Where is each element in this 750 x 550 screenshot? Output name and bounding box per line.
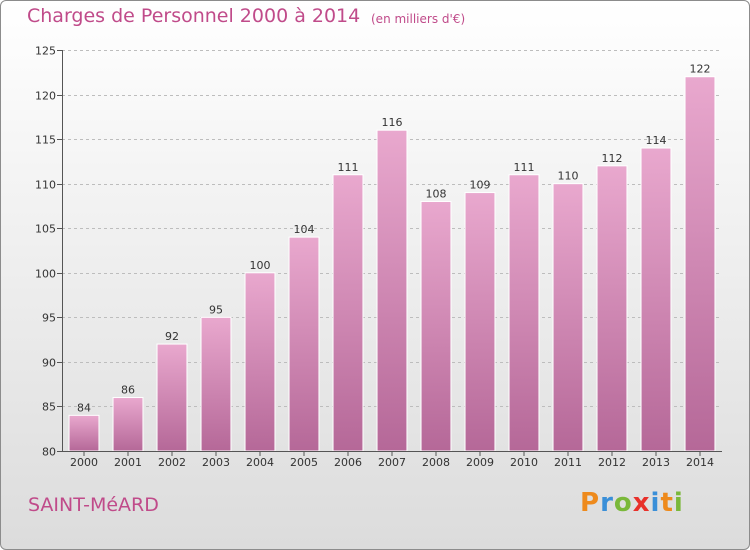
- y-tick-label: 95: [42, 312, 56, 325]
- x-tick-label: 2000: [70, 456, 98, 469]
- logo-letter: i: [650, 488, 661, 518]
- bar: [156, 343, 188, 452]
- bars: 84 86 92 95 100 104 111 116 108 109 111 110 112 114 12…: [68, 63, 716, 452]
- bar-value-label: 112: [602, 152, 623, 165]
- bar-value-label: 84: [77, 401, 91, 414]
- bar: [200, 316, 232, 452]
- bar: [684, 76, 716, 452]
- x-tick-label: 2005: [290, 456, 318, 469]
- bar: [112, 397, 144, 452]
- bar-value-label: 108: [426, 187, 447, 200]
- proxiti-logo[interactable]: Proxiti: [580, 488, 684, 518]
- bar-value-label: 111: [338, 161, 359, 174]
- bar-value-label: 110: [558, 170, 579, 183]
- x-tick-label: 2007: [378, 456, 406, 469]
- axes: 80 85 90 95 100 105 110 115 120 125 2000 2001 2002 20…: [35, 45, 722, 469]
- y-tick-label: 80: [42, 446, 56, 459]
- bar: [68, 414, 100, 452]
- x-tick-label: 2008: [422, 456, 450, 469]
- x-tick-label: 2011: [554, 456, 582, 469]
- x-tick-label: 2004: [246, 456, 274, 469]
- y-tick-label: 85: [42, 401, 56, 414]
- bar-value-label: 95: [209, 303, 223, 316]
- bar-value-label: 109: [470, 179, 491, 192]
- bar-value-label: 100: [250, 259, 271, 272]
- bar: [332, 174, 364, 452]
- chart-title: Charges de Personnel 2000 à 2014: [27, 5, 361, 27]
- x-tick-label: 2014: [686, 456, 714, 469]
- bar-value-label: 122: [690, 63, 711, 76]
- bar-value-label: 104: [294, 223, 315, 236]
- logo-letter: i: [673, 488, 684, 518]
- x-tick-label: 2006: [334, 456, 362, 469]
- bar: [640, 147, 672, 452]
- commune-name: SAINT-MéARD: [28, 494, 159, 516]
- y-tick-label: 125: [35, 45, 56, 58]
- bar: [420, 200, 452, 452]
- bar-value-label: 116: [382, 116, 403, 129]
- bar: [244, 272, 276, 452]
- bar: [552, 183, 584, 452]
- bar: [376, 129, 408, 452]
- x-tick-label: 2010: [510, 456, 538, 469]
- y-tick-label: 105: [35, 223, 56, 236]
- chart-subtitle: (en milliers d'€): [371, 12, 466, 26]
- logo-letter: x: [632, 488, 651, 518]
- logo-letter: r: [600, 488, 614, 518]
- logo-letter: P: [580, 488, 601, 518]
- y-tick-label: 100: [35, 268, 56, 281]
- x-tick-label: 2001: [114, 456, 142, 469]
- x-tick-label: 2002: [158, 456, 186, 469]
- bar-value-label: 92: [165, 330, 179, 343]
- bar: [508, 174, 540, 452]
- x-tick-label: 2013: [642, 456, 670, 469]
- x-tick-label: 2012: [598, 456, 626, 469]
- bar-value-label: 86: [121, 384, 135, 397]
- bar: [464, 192, 496, 452]
- y-tick-label: 90: [42, 357, 56, 370]
- y-tick-label: 110: [35, 179, 56, 192]
- x-tick-label: 2009: [466, 456, 494, 469]
- bar-value-label: 114: [646, 134, 667, 147]
- bar-value-label: 111: [514, 161, 535, 174]
- logo-letter: t: [660, 488, 674, 518]
- logo-letter: o: [613, 488, 633, 518]
- bar: [288, 236, 320, 452]
- y-tick-label: 120: [35, 90, 56, 103]
- x-tick-label: 2003: [202, 456, 230, 469]
- bar: [596, 165, 628, 452]
- y-tick-label: 115: [35, 134, 56, 147]
